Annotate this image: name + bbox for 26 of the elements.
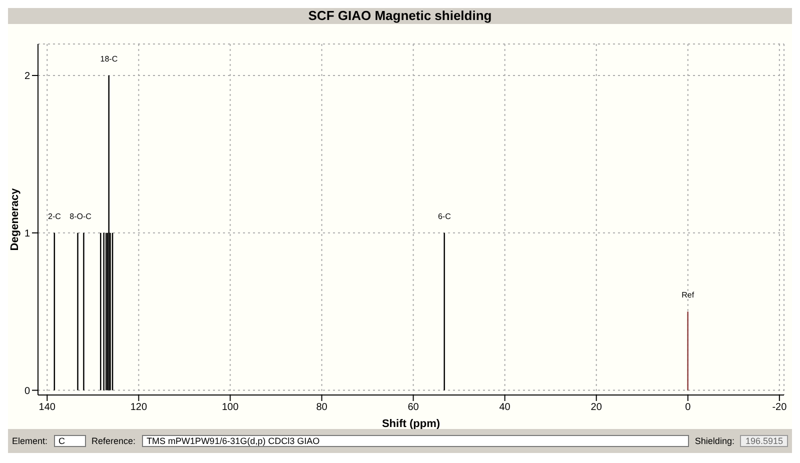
x-tick-label: 60 [408, 402, 420, 414]
text: Element: [12, 436, 48, 446]
chart-title: SCF GIAO Magnetic shielding [307, 8, 493, 24]
y-tick-label: 2 [24, 71, 30, 82]
x-tick-label: 40 [499, 402, 511, 414]
x-tick-label: 120 [130, 402, 148, 414]
x-tick-label: 100 [222, 402, 239, 414]
x-axis-title: Shift (ppm) [382, 418, 440, 430]
x-tick-label: 20 [590, 402, 602, 414]
annotation: Ref [682, 290, 695, 300]
x-tick-label: 0 [685, 402, 692, 414]
x-tick-label: -20 [772, 402, 788, 414]
text: Shielding: [694, 436, 734, 446]
annotation: 6-C [438, 212, 452, 221]
annotation: 8-O-C [70, 212, 92, 221]
reference-field: TMS mPW1PW91/6-31G(d,p) CDCl3 GIAO [142, 435, 689, 447]
shielding-field: 196.5915 [740, 435, 788, 447]
annotation: 2-C [48, 212, 62, 221]
text: Reference: [92, 436, 136, 446]
element-field: C [54, 435, 86, 447]
x-tick-label: 80 [316, 402, 328, 414]
y-tick-label: 1 [24, 228, 30, 240]
y-tick-label: 0 [24, 386, 30, 397]
annotation: 18-C [100, 54, 118, 64]
y-axis-title: Degeneracy [8, 187, 21, 251]
x-tick-label: 140 [38, 402, 56, 414]
